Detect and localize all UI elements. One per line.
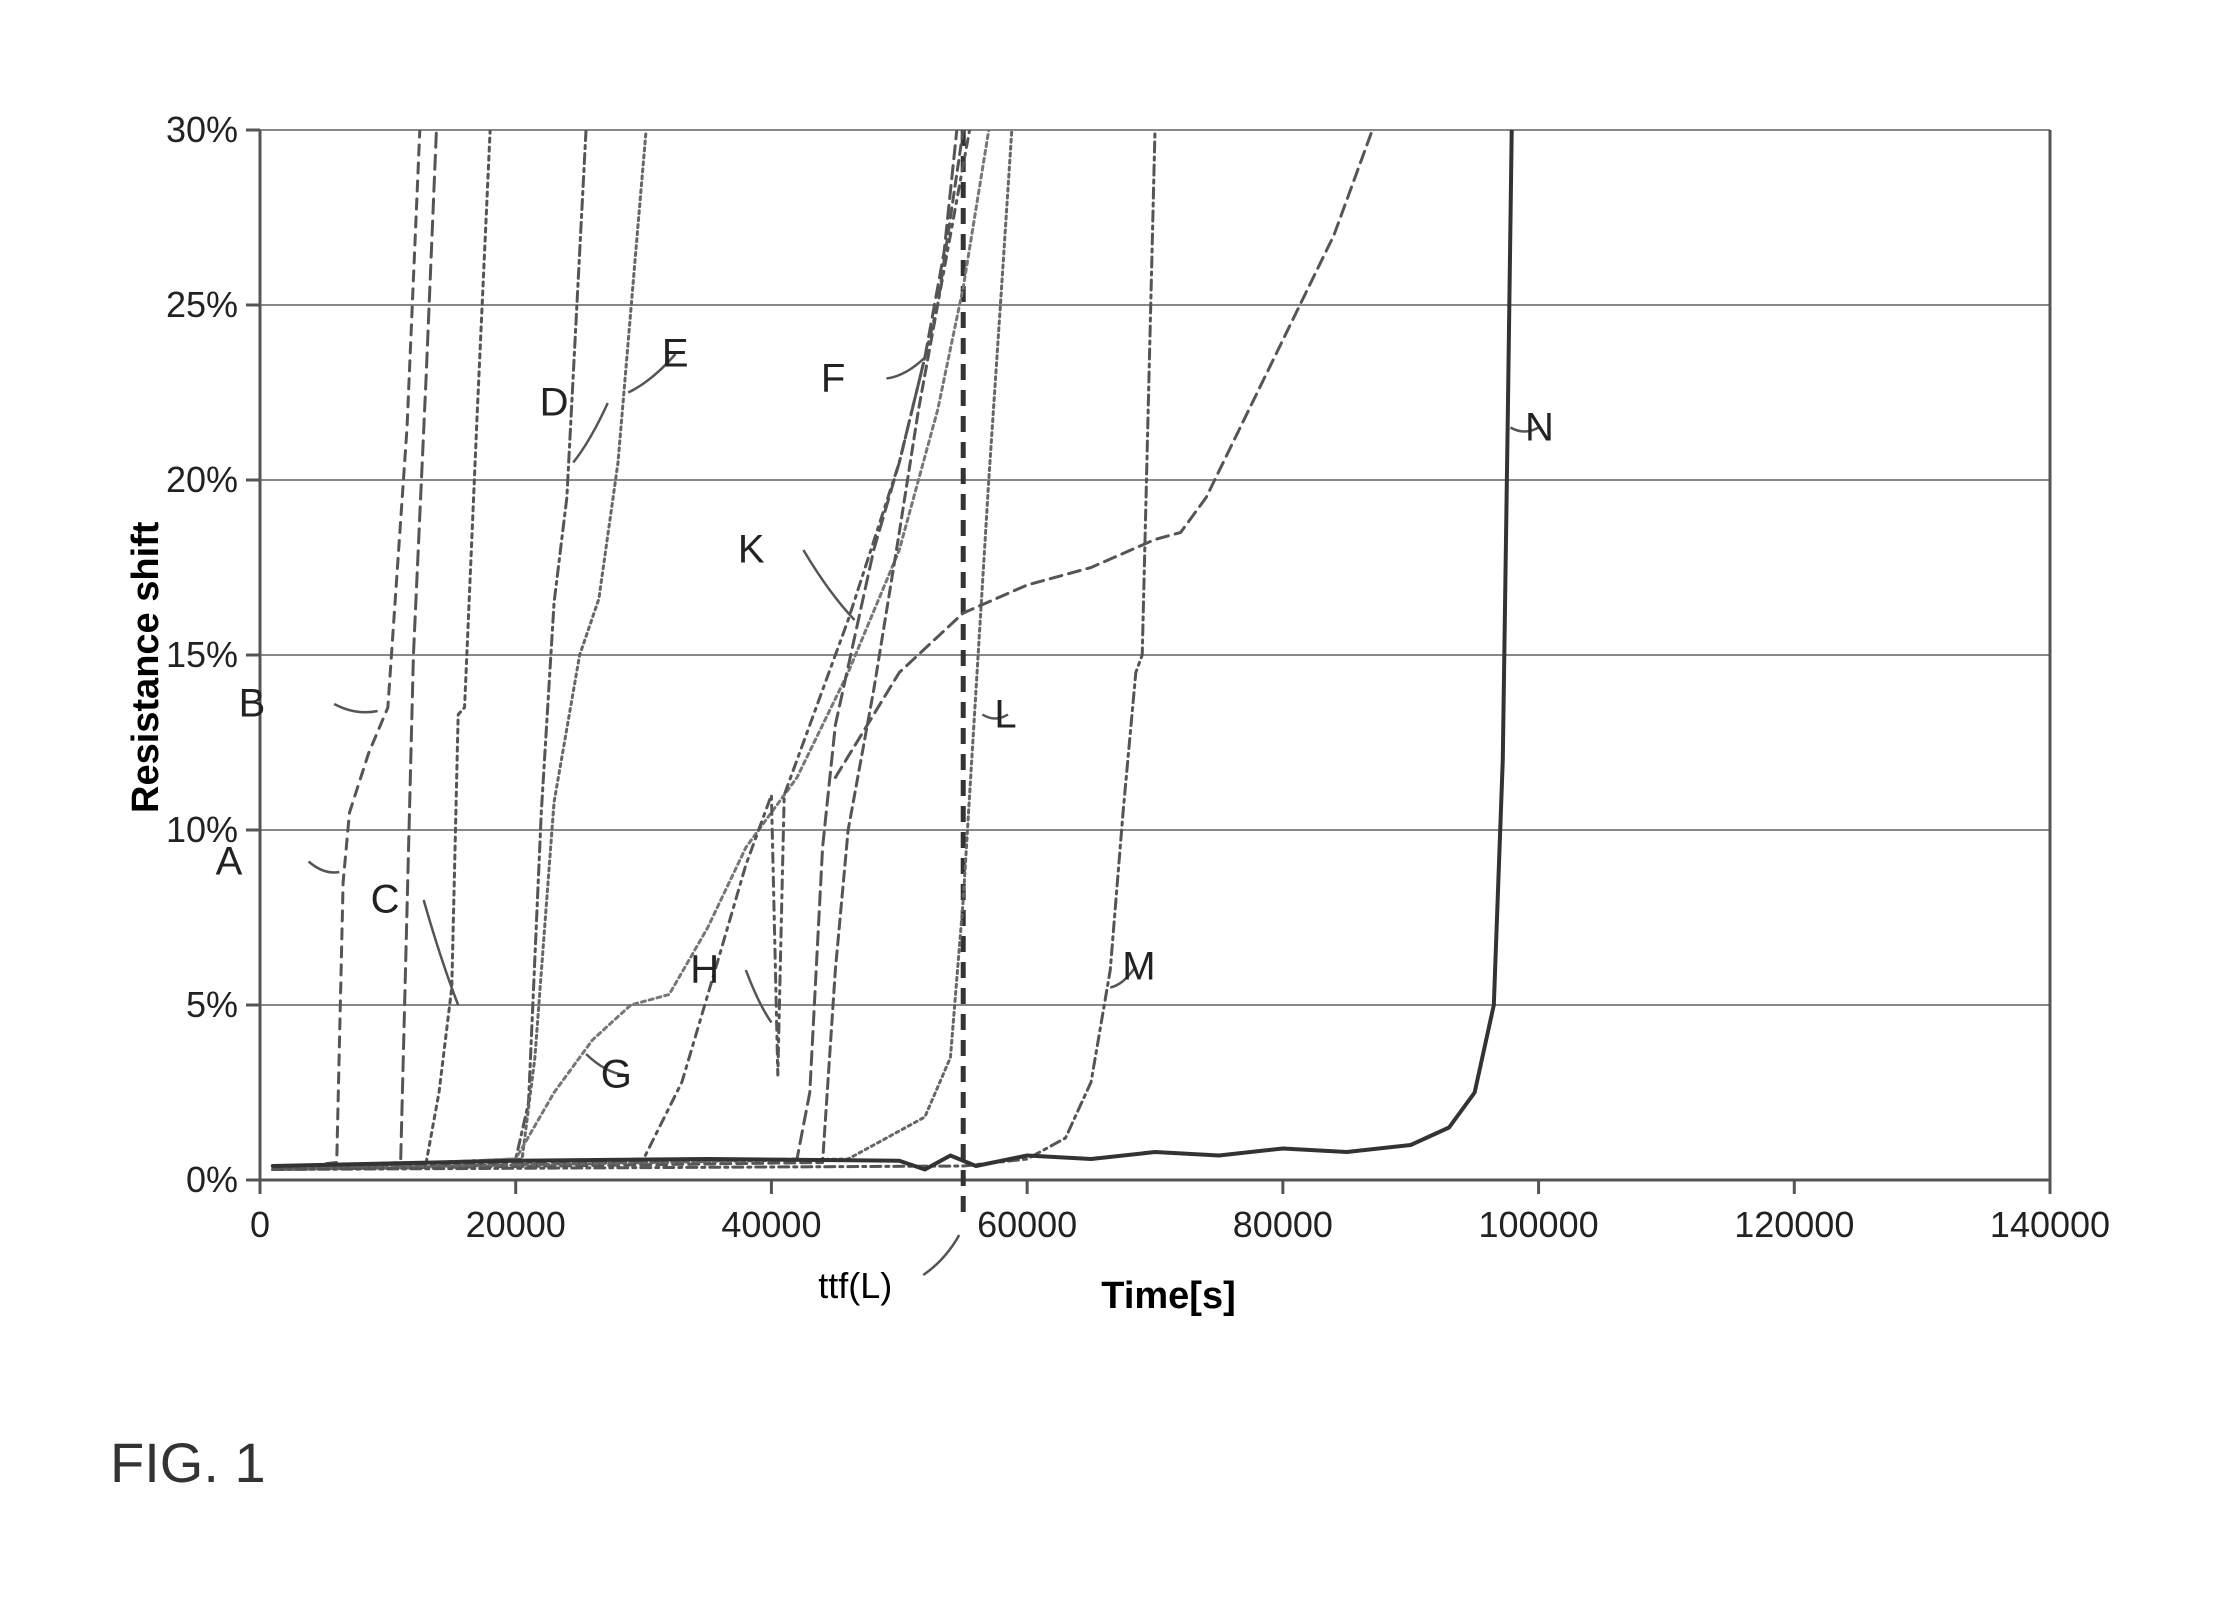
y-axis-label: Resistance shift xyxy=(125,521,168,812)
series-label-B: B xyxy=(239,682,266,727)
series-label-C: C xyxy=(371,878,400,923)
x-tick-label: 0 xyxy=(250,1204,270,1246)
y-tick-label: 25% xyxy=(166,284,238,326)
y-tick-label: 5% xyxy=(186,984,238,1026)
chart-plot-area xyxy=(260,130,2050,1180)
series-label-H: H xyxy=(690,948,719,993)
series-label-K: K xyxy=(738,528,765,573)
series-label-A: A xyxy=(216,839,243,884)
y-tick-label: 30% xyxy=(166,109,238,151)
x-tick-label: 120000 xyxy=(1734,1204,1854,1246)
x-tick-label: 80000 xyxy=(1233,1204,1333,1246)
x-tick-label: 140000 xyxy=(1990,1204,2110,1246)
series-C xyxy=(273,130,490,1170)
y-tick-label: 15% xyxy=(166,634,238,676)
series-N xyxy=(273,130,1512,1170)
x-tick-label: 20000 xyxy=(466,1204,566,1246)
series-L xyxy=(273,130,1012,1170)
series-label-N: N xyxy=(1525,405,1554,450)
series-E xyxy=(273,130,646,1170)
figure-caption: FIG. 1 xyxy=(110,1430,266,1495)
y-tick-label: 20% xyxy=(166,459,238,501)
y-tick-label: 0% xyxy=(186,1159,238,1201)
series-F xyxy=(273,130,963,1170)
series-label-E: E xyxy=(662,332,689,377)
ttf-marker-label: ttf(L) xyxy=(818,1265,892,1307)
series-ragged xyxy=(835,130,1372,778)
series-K xyxy=(273,130,957,1170)
series-label-D: D xyxy=(540,381,569,426)
page: Resistance shift Time[s] ttf(L) 0 20000 40… xyxy=(0,0,2233,1606)
series-label-M: M xyxy=(1122,944,1155,989)
series-label-G: G xyxy=(601,1053,632,1098)
series-label-L: L xyxy=(994,692,1016,737)
x-axis-label: Time[s] xyxy=(1101,1275,1235,1318)
series-B xyxy=(273,130,437,1170)
chart-svg xyxy=(260,130,2050,1180)
x-tick-label: 60000 xyxy=(977,1204,1077,1246)
series-A xyxy=(273,130,420,1170)
series-label-F: F xyxy=(821,356,845,401)
x-tick-label: 40000 xyxy=(721,1204,821,1246)
x-tick-label: 100000 xyxy=(1478,1204,1598,1246)
